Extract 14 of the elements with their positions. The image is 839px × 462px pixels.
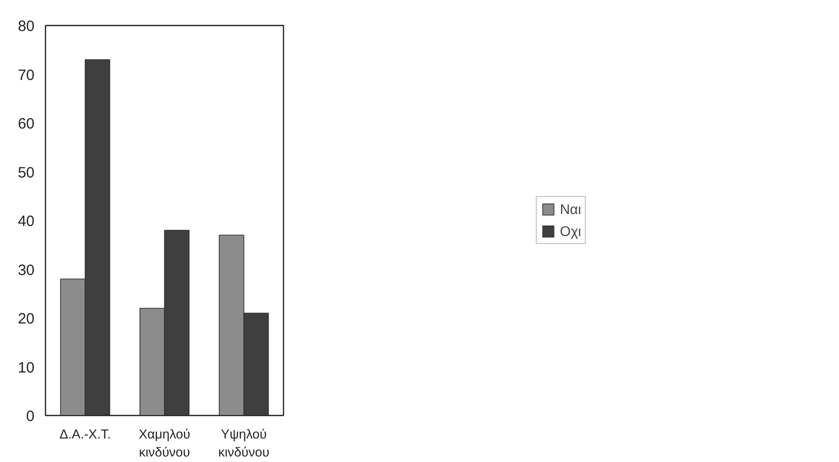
x-tick-label: Χαμηλού κινδύνου [138, 426, 190, 460]
x-tick-label: Δ.Α.-Χ.Τ. [60, 426, 111, 442]
y-tick-label: 30 [18, 262, 35, 279]
y-tick-label: 10 [18, 359, 35, 376]
y-tick-label: 70 [18, 66, 35, 84]
legend-label: Οχι [560, 223, 582, 239]
y-tick-label: 40 [18, 213, 35, 230]
y-tick-label: 20 [18, 310, 35, 328]
legend-label: Ναι [560, 201, 582, 217]
y-tick-label: 80 [18, 18, 35, 35]
y-tick-label: 60 [18, 116, 35, 132]
y-tick-label: 50 [18, 164, 35, 182]
y-tick-label: 0 [26, 408, 34, 425]
x-tick-label: Υψηλού κινδύνου [218, 426, 270, 460]
